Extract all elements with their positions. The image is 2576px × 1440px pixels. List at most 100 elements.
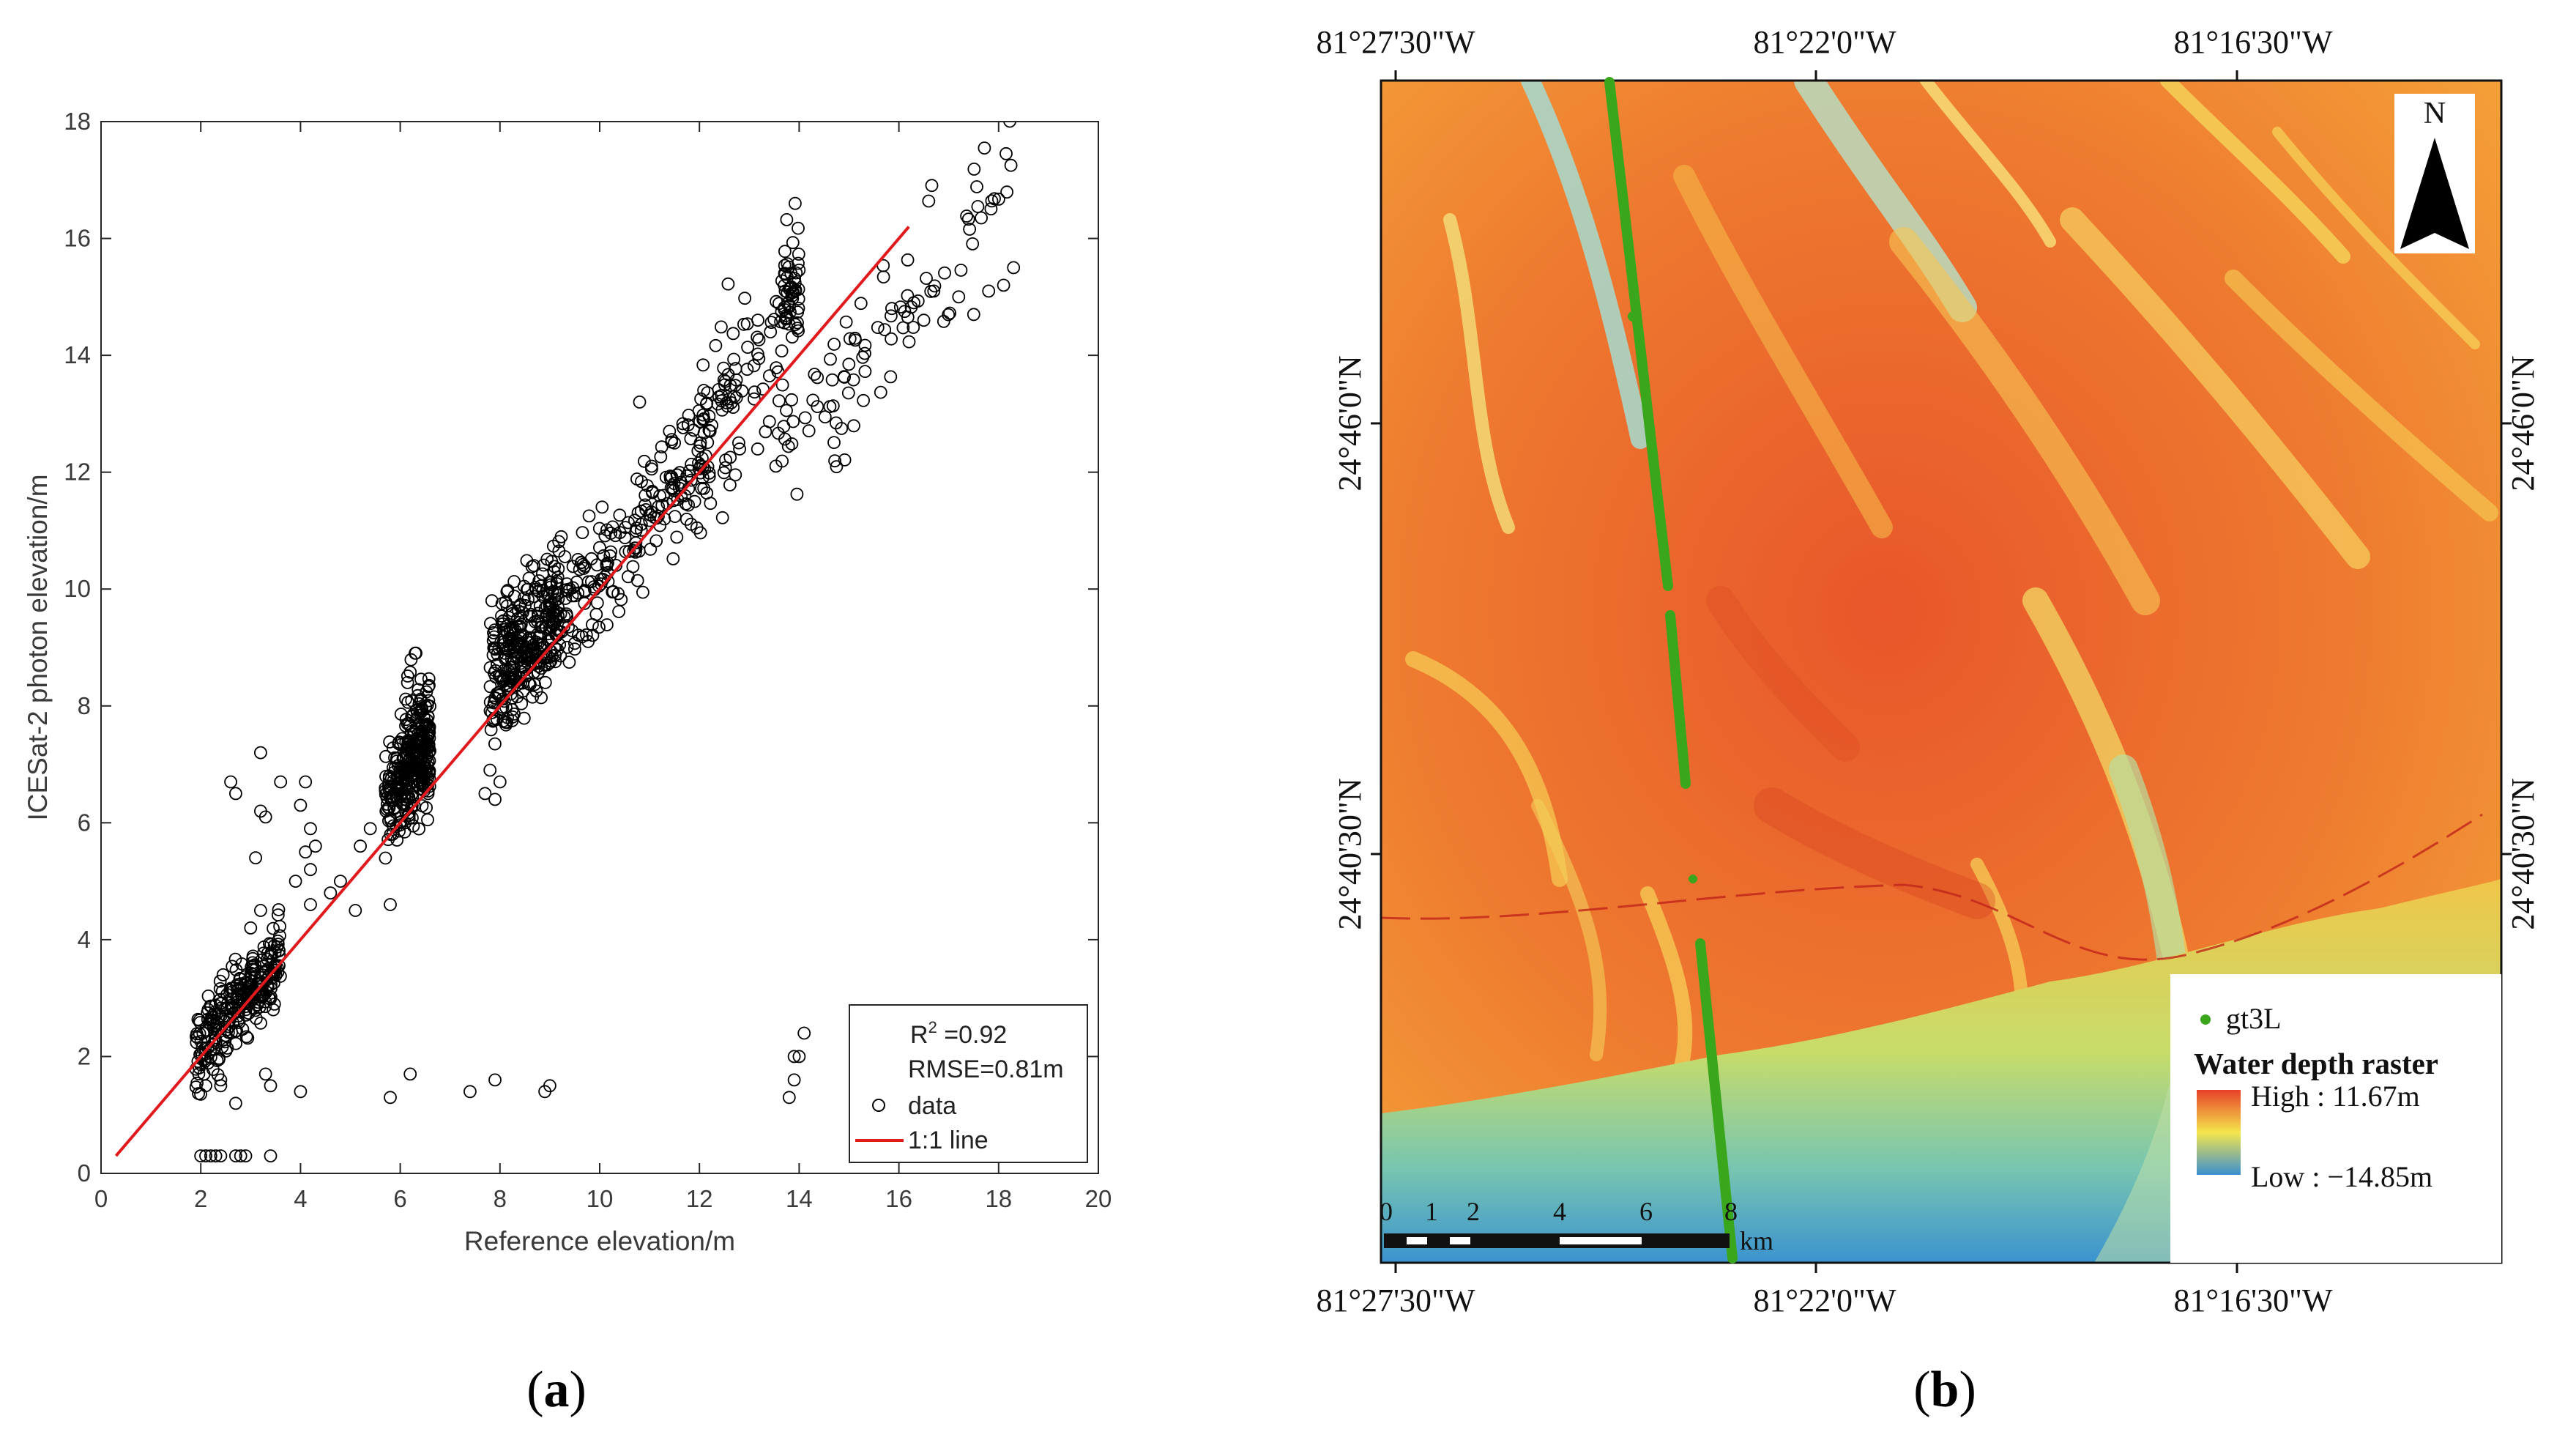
data-point [967,162,981,176]
data-point [778,245,792,259]
data-point [697,384,710,397]
data-point [792,292,805,306]
data-point [232,1005,246,1019]
data-point [978,141,991,155]
data-point [811,400,824,413]
svg-text:km: km [1740,1226,1773,1255]
data-point [649,534,663,548]
svg-text:1: 1 [1425,1197,1438,1226]
data-point [264,966,278,979]
data-point [204,1149,217,1162]
data-point [214,1073,228,1087]
x-tick-label: 4 [294,1185,307,1212]
data-point [770,361,783,375]
lon-label-top-1: 81°27'30"W [1316,24,1475,60]
y-tick-label: 16 [64,225,91,252]
data-point [201,1024,215,1037]
map-tick-marks [1371,70,2512,1273]
data-point [670,468,684,482]
data-point [523,609,537,623]
data-point [645,459,658,473]
data-point [835,422,849,435]
data-point [920,272,933,285]
data-point [384,1091,397,1105]
data-point [213,992,227,1006]
data-point [701,436,715,449]
data-point [232,1016,246,1029]
data-point [670,530,684,544]
data-point [229,963,243,976]
data-point [488,1073,502,1087]
data-point [727,352,740,366]
data-point [654,450,668,464]
y-tick-label: 4 [78,926,91,953]
data-point [256,987,269,1001]
data-point [209,1149,223,1162]
data-point [630,574,644,587]
data-point [488,737,502,751]
x-tick-label: 6 [393,1185,406,1212]
data-point [792,256,805,270]
data-point [299,775,313,789]
data-point [518,598,532,612]
y-axis-ticks: 0 2 4 6 8 10 12 14 16 18 [64,108,1098,1187]
data-point [838,453,852,467]
data-point [534,655,547,668]
map-panel: 81°27'30"W 81°22'0"W 81°16'30"W 81°27'30… [1316,24,2541,1318]
north-arrow-icon: N [2394,94,2475,253]
data-point [751,313,764,327]
data-point [538,675,552,689]
data-point [773,394,786,408]
legend-marker-data [872,1099,885,1112]
data-point [381,833,395,847]
data-point [401,669,414,683]
data-point [554,649,567,663]
data-point [971,200,985,213]
data-point [226,960,239,973]
data-point [595,500,609,514]
data-point [560,609,573,623]
data-point [249,851,263,865]
data-point [759,425,773,439]
caption-a: (a) [526,1362,587,1418]
data-point [354,839,368,853]
x-axis-label: Reference elevation/m [464,1226,735,1256]
data-point [484,617,497,631]
data-point [485,706,499,719]
data-point [192,1067,206,1080]
data-point [878,323,892,337]
data-point [885,332,898,346]
data-point [682,498,695,512]
data-point [379,851,392,865]
data-point [259,985,273,999]
data-point [551,562,565,576]
data-point [748,392,761,406]
data-point [638,454,651,468]
data-point [205,1010,218,1024]
data-point [849,333,862,347]
r2-stat: R2 =0.92 [910,1018,1007,1049]
data-point [274,775,288,789]
data-point [792,1050,806,1064]
data-point [204,1050,217,1064]
data-point [901,311,915,324]
data-point [695,481,708,495]
data-point [515,697,529,710]
data-point [382,801,396,814]
data-point [780,404,793,417]
data-point [775,378,789,392]
data-point [606,584,620,598]
x-tick-label: 14 [786,1185,813,1212]
data-point [922,194,936,208]
data-point [272,944,286,958]
data-point [390,820,403,834]
data-point [582,509,596,523]
data-point [787,1050,801,1064]
data-point [499,642,513,656]
data-point [199,1149,212,1162]
data-point [733,442,746,456]
data-point [401,695,414,709]
legend-label-gt3l: gt3L [2226,1002,2282,1035]
data-point [267,1003,280,1017]
data-point [846,373,860,387]
